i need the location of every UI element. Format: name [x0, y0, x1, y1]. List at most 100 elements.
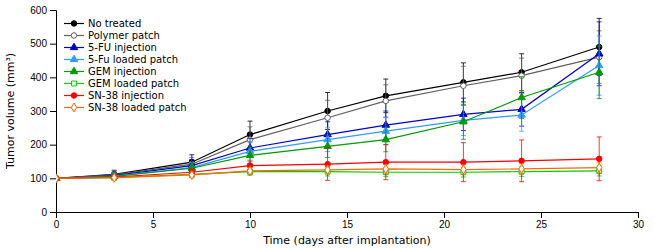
legend-label: SN-38 loaded patch — [88, 102, 187, 113]
tick-mark — [153, 212, 154, 218]
point — [597, 163, 602, 172]
series — [56, 162, 602, 183]
point — [595, 68, 602, 74]
tick-label: 20 — [439, 219, 451, 230]
legend-marker — [70, 55, 77, 61]
tick-label: 10 — [245, 219, 257, 230]
legend-label: 5-Fu loaded patch — [88, 54, 178, 65]
tick: 100 — [30, 173, 56, 184]
legend-item: GEM injection — [64, 66, 157, 77]
marks — [56, 18, 603, 182]
point — [460, 117, 467, 123]
error-cap — [597, 35, 602, 36]
series — [56, 31, 602, 181]
error-cap — [325, 135, 330, 136]
error-cap — [325, 180, 330, 181]
tick: 0 — [54, 212, 60, 230]
error-bar — [383, 165, 388, 174]
line — [56, 159, 599, 179]
error-cap — [189, 157, 194, 158]
error-cap — [519, 131, 524, 132]
tick: 30 — [633, 212, 645, 230]
legend-label: SN-38 injection — [88, 90, 164, 101]
tick: 25 — [536, 212, 548, 230]
legend-item: SN-38 loaded patch — [64, 102, 187, 113]
point — [188, 163, 195, 169]
y-axis-title: Tumor volume (mm³) — [4, 53, 17, 170]
tick-label: 30 — [633, 219, 645, 230]
series — [56, 22, 603, 181]
point — [519, 158, 525, 164]
error-cap — [461, 66, 466, 67]
error-cap — [383, 144, 388, 145]
error-cap — [519, 118, 524, 119]
legend: No treatedPolymer patch5-FU injection5-F… — [64, 18, 187, 113]
legend-marker — [71, 93, 77, 99]
point — [189, 170, 194, 179]
point — [596, 156, 602, 162]
legend-marker — [70, 43, 77, 49]
error-cap — [519, 58, 524, 59]
tick-mark — [250, 212, 251, 218]
point — [383, 164, 388, 173]
legend-marker — [71, 21, 77, 27]
error-bar — [325, 148, 330, 180]
error-cap — [189, 168, 194, 169]
line — [56, 72, 599, 178]
series — [56, 36, 603, 181]
point — [461, 165, 466, 174]
tick-label: 0 — [41, 207, 47, 218]
legend-item: GEM loaded patch — [64, 78, 179, 89]
error-cap — [383, 179, 388, 180]
error-cap — [248, 138, 253, 139]
error-cap — [597, 18, 602, 19]
error-cap — [189, 154, 194, 155]
point — [325, 165, 330, 174]
legend-item: 5-FU injection — [64, 42, 157, 53]
tick-mark — [50, 145, 56, 146]
tick: 500 — [30, 38, 56, 49]
error-cap — [461, 104, 466, 105]
tick: 400 — [30, 72, 56, 83]
error-cap — [461, 139, 466, 140]
error-cap — [248, 161, 253, 162]
series — [56, 18, 602, 181]
error-cap — [597, 136, 602, 137]
tick-label: 25 — [536, 219, 548, 230]
tick: 15 — [342, 212, 354, 230]
error-cap — [597, 21, 602, 22]
point — [325, 115, 331, 121]
plot: 0510152025300100200300400500600No treate… — [30, 5, 644, 230]
tick-mark — [50, 212, 56, 213]
tick-mark — [50, 178, 56, 179]
error-cap — [597, 98, 602, 99]
tick: 200 — [30, 139, 56, 150]
x-axis-title: Time (days after implantation) — [262, 234, 431, 247]
legend-item: 5-Fu loaded patch — [64, 54, 178, 65]
tick-mark — [541, 212, 542, 218]
legend-marker — [71, 103, 76, 112]
legend-label: No treated — [88, 18, 141, 29]
tick-label: 15 — [342, 219, 354, 230]
tick-mark — [50, 77, 56, 78]
error-bar — [383, 145, 388, 180]
legend-label: GEM loaded patch — [88, 78, 179, 89]
point — [383, 98, 389, 104]
error-cap — [189, 159, 194, 160]
tick-label: 600 — [30, 5, 47, 16]
error-cap — [325, 148, 330, 149]
tick-label: 5 — [151, 219, 157, 230]
error-cap — [248, 142, 253, 143]
error-cap — [461, 181, 466, 182]
error-bar — [597, 137, 602, 181]
tick-label: 200 — [30, 139, 47, 150]
y-axis: 0100200300400500600 — [30, 5, 56, 218]
tick-mark — [50, 111, 56, 112]
error-bar — [461, 165, 466, 174]
series — [56, 137, 602, 182]
error-cap — [325, 92, 330, 93]
error-cap — [461, 62, 466, 63]
error-cap — [597, 46, 602, 47]
error-cap — [519, 76, 524, 77]
tick: 10 — [245, 212, 257, 230]
